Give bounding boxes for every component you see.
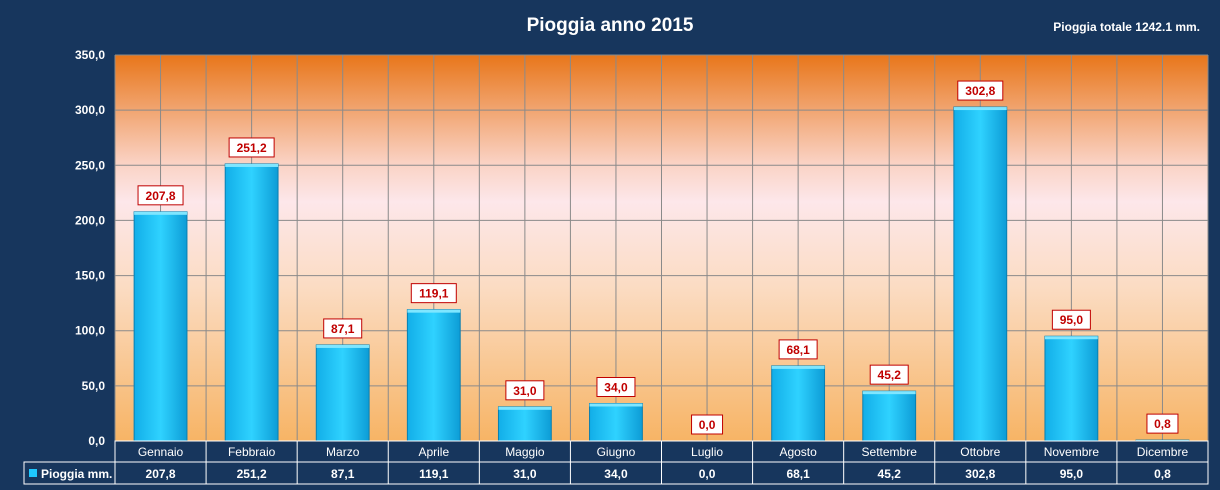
bar — [862, 390, 917, 442]
table-value: 45,2 — [878, 467, 902, 481]
bar-top — [862, 391, 916, 395]
bar-top — [316, 344, 370, 348]
y-tick-label: 300,0 — [75, 103, 105, 117]
y-tick-label: 250,0 — [75, 158, 105, 172]
data-label: 87,1 — [331, 322, 355, 336]
table-value: 207,8 — [146, 467, 176, 481]
category-label: Gennaio — [138, 445, 184, 459]
bar-top — [225, 163, 279, 167]
table-value: 68,1 — [786, 467, 810, 481]
category-label: Novembre — [1044, 445, 1100, 459]
category-label: Aprile — [418, 445, 449, 459]
y-axis: 0,0 50,0 100,0 150,0 200,0 250,0 300,0 350,0 — [75, 48, 105, 448]
data-label-box — [410, 283, 457, 304]
data-label: 207,8 — [146, 189, 176, 203]
data-label-box — [869, 364, 909, 385]
data-label: 31,0 — [513, 384, 537, 398]
data-label: 34,0 — [604, 381, 628, 395]
y-tick-label: 50,0 — [82, 379, 106, 393]
y-tick-label: 0,0 — [88, 434, 105, 448]
table-value: 302,8 — [965, 467, 995, 481]
bar — [1044, 335, 1099, 442]
data-label: 119,1 — [419, 287, 449, 301]
category-label: Ottobre — [960, 445, 1000, 459]
data-label-box — [596, 377, 636, 398]
bar-top — [771, 365, 825, 369]
data-label-box — [1051, 309, 1091, 330]
chart-title: Pioggia anno 2015 — [527, 15, 694, 36]
bar — [315, 344, 370, 442]
legend-series-label: Pioggia mm. — [41, 467, 112, 481]
data-label-box — [323, 318, 363, 339]
bar-top — [407, 309, 461, 313]
table-value: 119,1 — [419, 467, 449, 481]
bar-top — [589, 403, 643, 407]
bar — [133, 211, 188, 442]
data-label: 95,0 — [1060, 313, 1084, 327]
data-label: 251,2 — [237, 141, 267, 155]
bar-top — [953, 107, 1007, 111]
y-tick-label: 150,0 — [75, 269, 105, 283]
bar — [953, 106, 1008, 442]
table-value: 95,0 — [1060, 467, 1084, 481]
data-label-box — [228, 137, 275, 158]
table-value: 251,2 — [237, 467, 267, 481]
category-label: Marzo — [326, 445, 360, 459]
bar — [497, 406, 552, 442]
data-table: Gennaio 207,8 Febbraio 251,2 Marzo 87,1 Aprile… — [23, 440, 1209, 485]
y-tick-label: 350,0 — [75, 48, 105, 62]
bar-top — [134, 211, 187, 215]
bar — [771, 365, 826, 442]
category-label: Agosto — [779, 445, 817, 459]
data-label-box — [1146, 413, 1179, 434]
data-label: 302,8 — [965, 84, 995, 98]
data-label-box — [778, 339, 818, 360]
y-tick-label: 100,0 — [75, 324, 105, 338]
table-value: 31,0 — [513, 467, 537, 481]
category-label: Dicembre — [1137, 445, 1189, 459]
bar — [406, 309, 461, 442]
category-label: Giugno — [597, 445, 636, 459]
bar-top — [498, 406, 552, 410]
data-label-box — [137, 185, 184, 206]
legend-swatch — [29, 469, 37, 477]
table-value: 87,1 — [331, 467, 355, 481]
category-label: Maggio — [505, 445, 545, 459]
table-value-row — [23, 461, 1209, 485]
data-label: 0,0 — [699, 418, 716, 432]
category-label: Luglio — [691, 445, 723, 459]
bar-top — [1044, 336, 1098, 340]
chart-subtitle: Pioggia totale 1242.1 mm. — [1053, 20, 1200, 34]
table-value: 0,0 — [699, 467, 716, 481]
data-label: 0,8 — [1154, 417, 1171, 431]
data-label-box — [505, 380, 545, 401]
data-label-box — [957, 80, 1004, 101]
data-label: 68,1 — [786, 343, 810, 357]
y-tick-label: 200,0 — [75, 213, 105, 227]
table-value: 0,8 — [1154, 467, 1171, 481]
category-label: Febbraio — [228, 445, 276, 459]
data-label: 45,2 — [878, 368, 902, 382]
table-value: 34,0 — [604, 467, 628, 481]
bar — [589, 403, 643, 442]
category-label: Settembre — [862, 445, 918, 459]
bar — [224, 163, 279, 442]
data-label-box — [691, 414, 724, 435]
